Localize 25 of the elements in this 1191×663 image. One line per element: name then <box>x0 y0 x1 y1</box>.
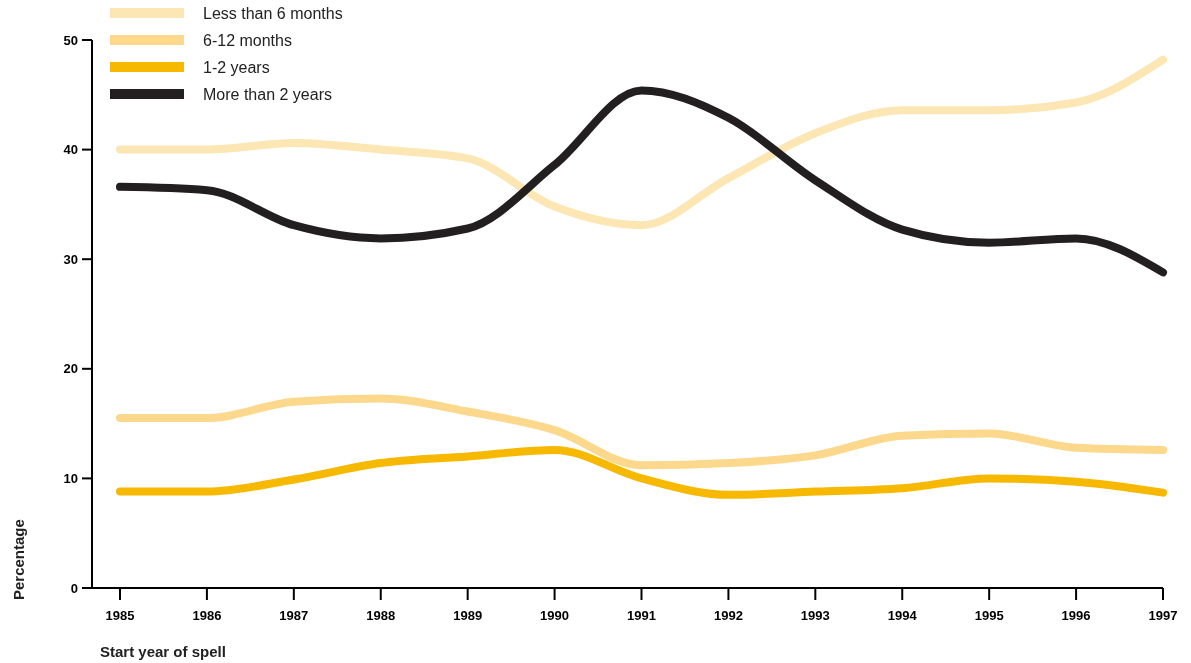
y-tick-label: 10 <box>63 470 78 486</box>
x-tick-label: 1991 <box>627 608 656 623</box>
x-tick-label: 1996 <box>1061 608 1091 623</box>
x-tick-label: 1994 <box>887 608 918 623</box>
x-tick-label: 1992 <box>713 608 743 623</box>
legend-label: 6-12 months <box>203 31 292 49</box>
y-tick-label: 30 <box>63 251 78 267</box>
legend-label: Less than 6 months <box>203 4 343 22</box>
legend-label: More than 2 years <box>203 85 332 103</box>
y-tick-label: 20 <box>63 361 78 377</box>
x-tick-label: 1987 <box>279 608 309 623</box>
x-tick-label: 1995 <box>974 608 1004 623</box>
legend-label: 1-2 years <box>203 58 270 76</box>
x-tick-label: 1997 <box>1148 608 1178 623</box>
x-axis-title: Start year of spell <box>100 643 226 660</box>
x-tick-label: 1985 <box>105 608 135 623</box>
x-tick-label: 1989 <box>453 608 483 623</box>
y-tick-label: 0 <box>70 580 78 596</box>
x-tick-label: 1993 <box>800 608 830 623</box>
x-tick-label: 1990 <box>540 608 570 623</box>
y-axis-title: Percentage <box>10 519 27 600</box>
x-tick-label: 1986 <box>192 608 222 623</box>
y-tick-label: 40 <box>63 142 78 158</box>
x-tick-label: 1988 <box>366 608 396 623</box>
y-tick-label: 50 <box>63 32 78 48</box>
